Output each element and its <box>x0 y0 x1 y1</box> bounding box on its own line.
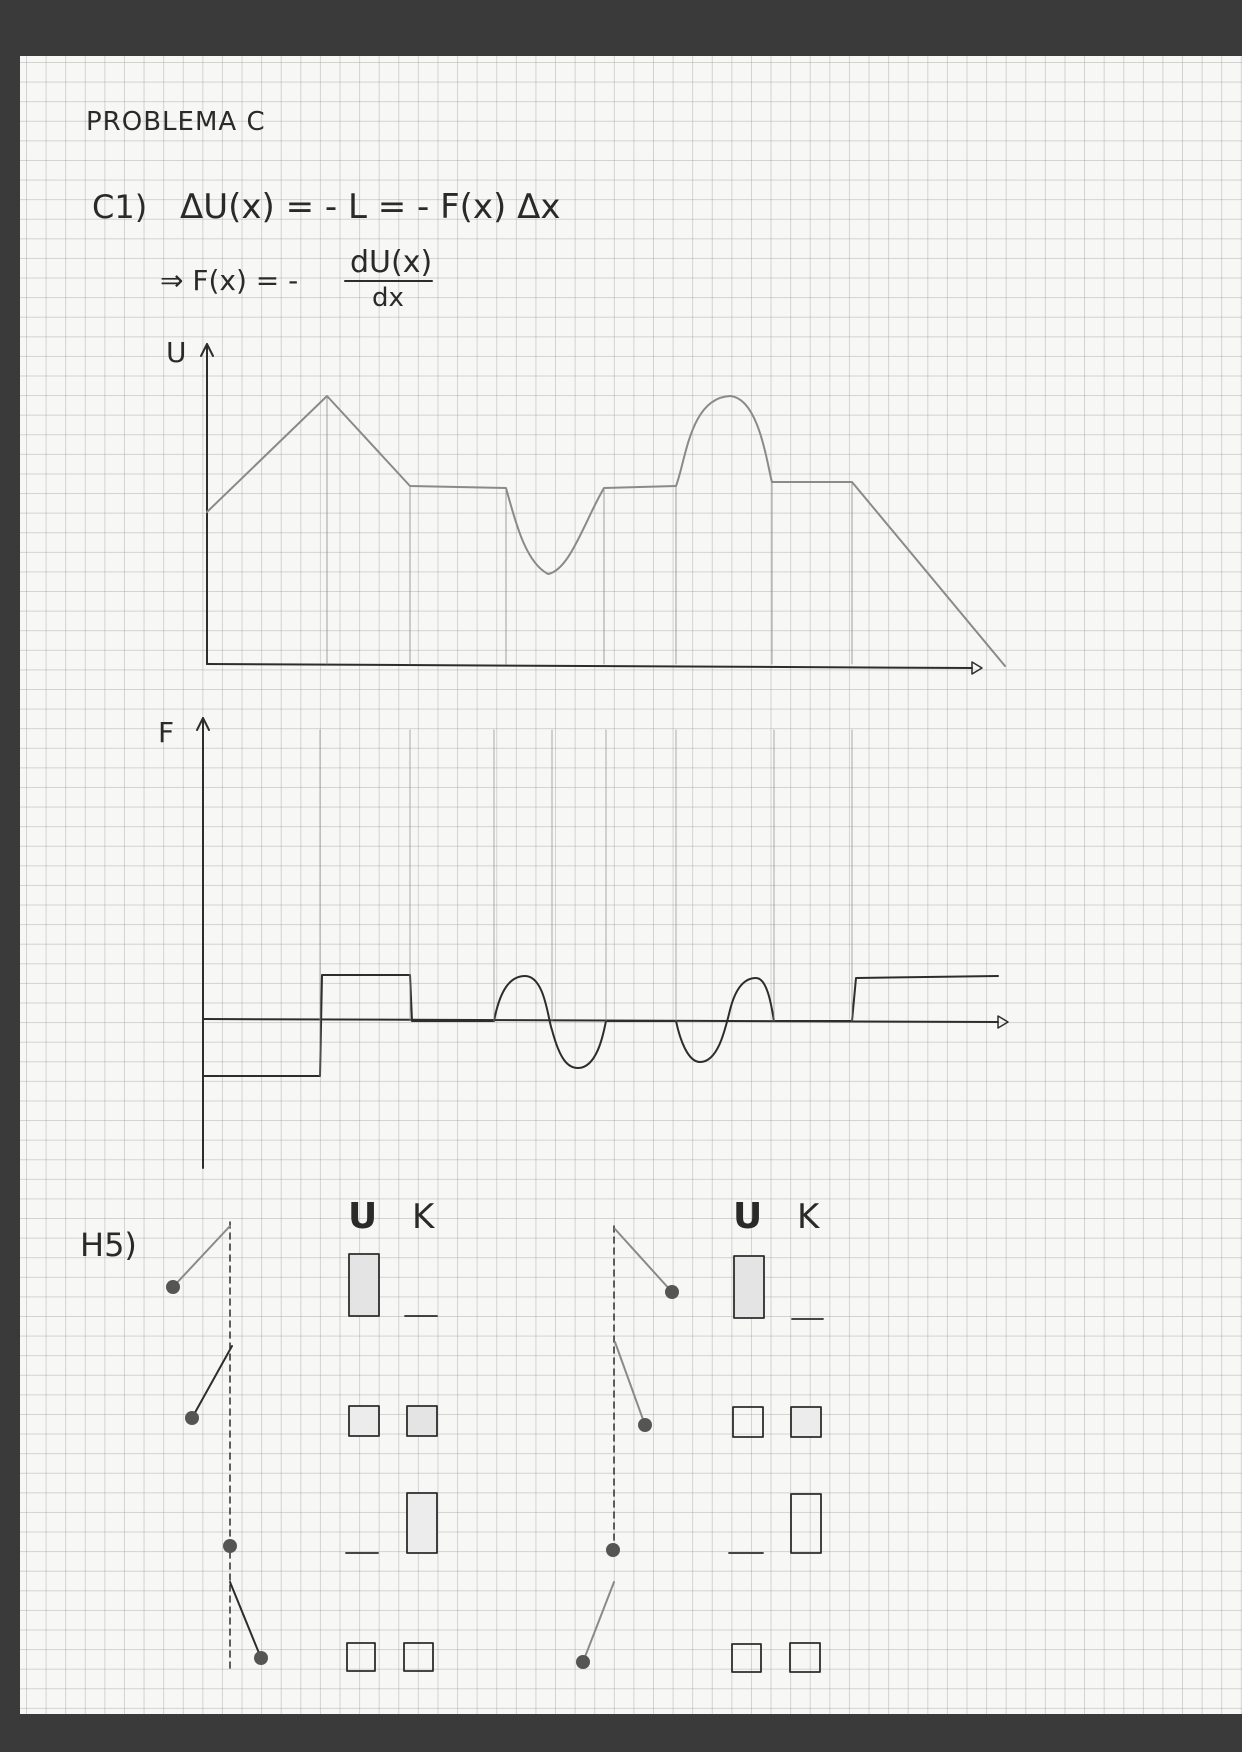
u-axis-label: U <box>166 336 187 369</box>
f-x-axis <box>202 1018 999 1023</box>
force-graph: F <box>158 716 1009 1169</box>
pendulum-string <box>191 1345 233 1419</box>
pendulum-bob-icon <box>638 1418 652 1432</box>
pendulum-string <box>172 1225 231 1288</box>
u-bar-half <box>346 1642 376 1672</box>
u-curve <box>206 395 1006 667</box>
k-column-header-right: K <box>797 1197 821 1237</box>
pendulum-string <box>614 1228 673 1293</box>
potential-energy-graph: U <box>166 336 1006 675</box>
energy-bars-right <box>728 1255 824 1673</box>
pendulum-bob-icon <box>185 1411 199 1425</box>
f-guide-lines <box>319 729 853 1077</box>
page-title: PROBLEMA C <box>86 107 266 137</box>
u-bar-full <box>348 1253 380 1317</box>
h5-section: H5) U K U K <box>80 1196 824 1673</box>
f-curve <box>202 974 999 1077</box>
k-bar-half <box>789 1642 821 1673</box>
energy-bars-left <box>345 1253 438 1672</box>
k-bar-half <box>406 1405 438 1437</box>
f-axis-label: F <box>158 716 174 749</box>
c1-derivative-denominator: dx <box>372 283 404 313</box>
k-bar-half <box>790 1406 822 1438</box>
pendulum-bob-icon <box>254 1651 268 1665</box>
u-y-axis-arrow-icon <box>200 343 214 357</box>
u-x-axis-arrow-icon <box>971 661 983 675</box>
k-bar-full <box>790 1493 822 1554</box>
c1-label: C1) <box>92 188 147 226</box>
pendulum-string <box>582 1581 615 1663</box>
f-x-axis-arrow-icon <box>997 1015 1009 1029</box>
u-column-header-right: U <box>733 1196 762 1237</box>
f-y-axis-arrow-icon <box>196 717 210 731</box>
u-guide-lines <box>326 395 853 665</box>
c1-equation-force-prefix: ⇒ F(x) = - <box>160 264 298 297</box>
u-x-axis <box>206 663 973 669</box>
notebook-page: PROBLEMA C C1) ΔU(x) = - L = - F(x) Δx ⇒… <box>20 56 1242 1714</box>
pendulum-bob-icon <box>223 1539 237 1553</box>
pendulum-bob-icon <box>576 1655 590 1669</box>
c1-equation-energy: ΔU(x) = - L = - F(x) Δx <box>180 187 561 227</box>
pendulum-string <box>229 1581 262 1659</box>
pendulum-sequence-left <box>166 1221 268 1669</box>
u-bar-half <box>732 1406 764 1438</box>
h5-label: H5) <box>80 1226 137 1264</box>
u-column-header-left: U <box>348 1196 377 1237</box>
pendulum-sequence-right <box>576 1225 679 1669</box>
u-bar-half <box>348 1405 380 1437</box>
k-column-header-left: K <box>412 1197 436 1237</box>
pendulum-bob-icon <box>665 1285 679 1299</box>
u-bar-full <box>733 1255 765 1319</box>
handwritten-sheet: PROBLEMA C C1) ΔU(x) = - L = - F(x) Δx ⇒… <box>80 107 1009 1673</box>
pendulum-bob-icon <box>166 1280 180 1294</box>
k-bar-full <box>406 1492 438 1554</box>
pendulum-bob-icon <box>606 1543 620 1557</box>
u-bar-half <box>731 1643 762 1673</box>
c1-derivative-numerator: dU(x) <box>350 245 432 280</box>
pendulum-string <box>614 1341 646 1426</box>
k-bar-half <box>403 1642 434 1672</box>
